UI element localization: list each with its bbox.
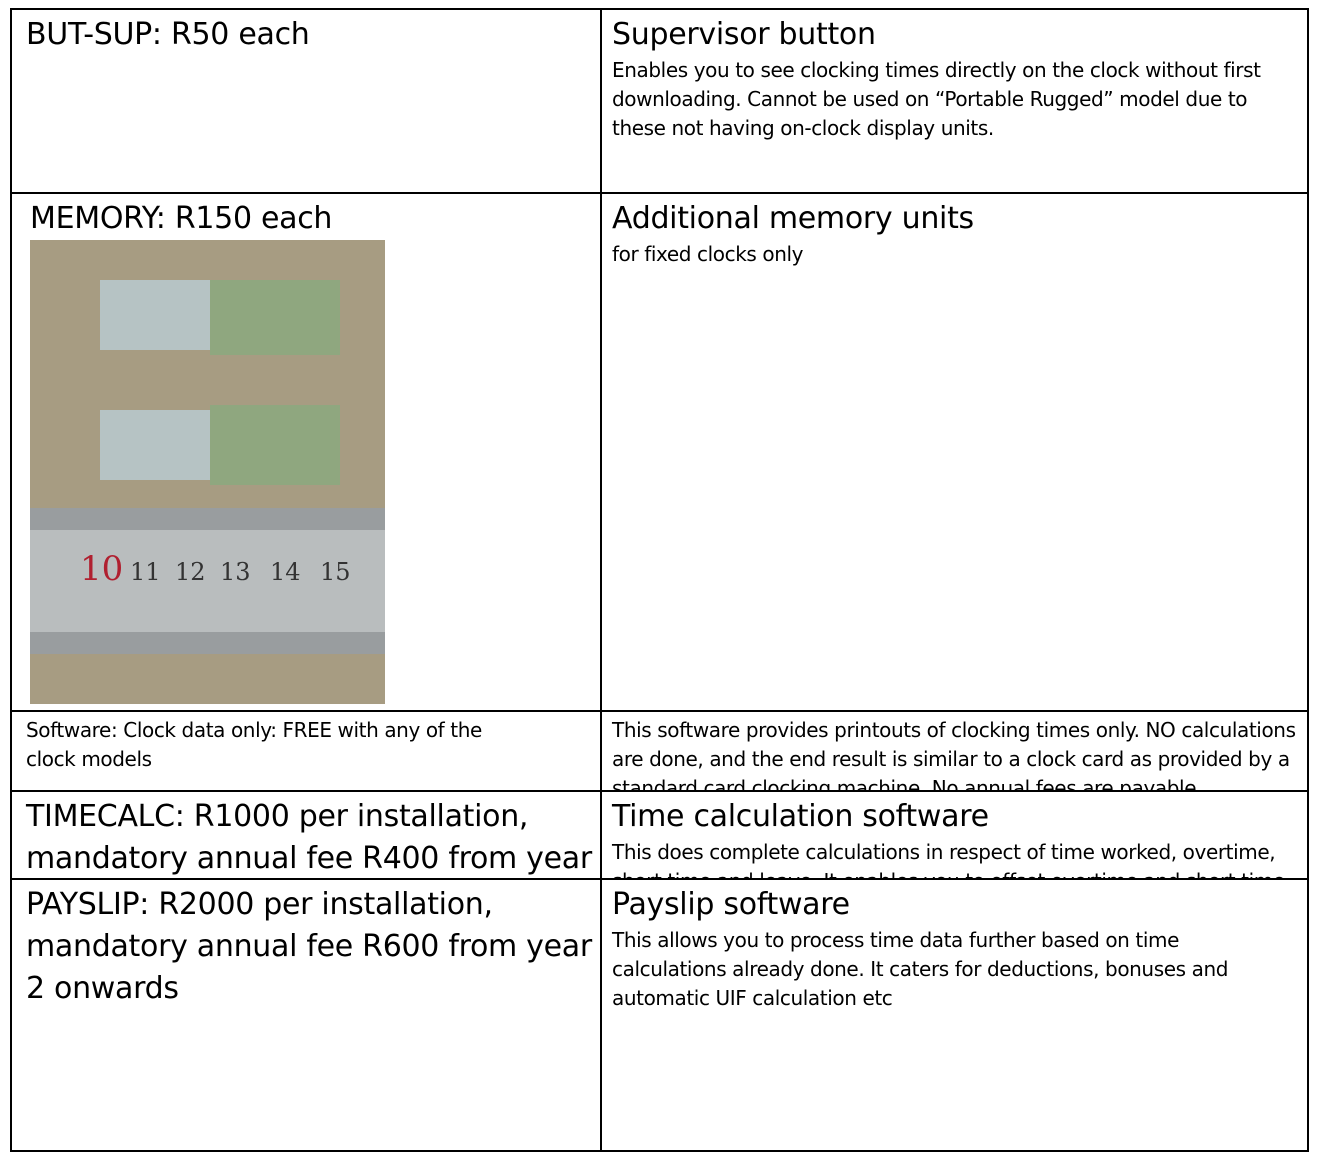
ruler-label: 13 [220, 558, 251, 586]
document-table: BUT-SUP: R50 each Supervisor button Enable… [10, 8, 1309, 1152]
item-title: Additional memory units [612, 201, 974, 236]
item-title: Payslip software [612, 887, 850, 922]
description-cell: Payslip software This allows you to proce… [602, 880, 1309, 1150]
description-cell: Additional memory units for fixed clocks … [602, 194, 1309, 710]
item-price: Software: Clock data only: FREE with any… [26, 718, 482, 771]
table-row: BUT-SUP: R50 each Supervisor button Enable… [12, 10, 1309, 194]
ruler-label: 11 [130, 558, 161, 586]
table-row: MEMORY: R150 each 10 11 12 13 14 15 Additional… [12, 194, 1309, 712]
item-description: This allows you to process time data fur… [612, 928, 1229, 1010]
table-row: Software: Clock data only: FREE with any… [12, 712, 1309, 792]
item-description: for fixed clocks only [612, 242, 804, 266]
ruler-label: 10 [80, 549, 123, 589]
ruler-label: 12 [175, 558, 206, 586]
item-cell: MEMORY: R150 each 10 11 12 13 14 15 [12, 194, 602, 710]
item-description: This does complete calculations in respe… [612, 840, 1291, 878]
item-cell: BUT-SUP: R50 each [12, 10, 602, 192]
item-cell: Software: Clock data only: FREE with any… [12, 712, 602, 790]
item-title: Supervisor button [612, 17, 876, 52]
item-price: BUT-SUP: R50 each [26, 17, 310, 52]
product-photo: 10 11 12 13 14 15 [30, 240, 385, 704]
description-cell: Time calculation software This does compl… [602, 792, 1309, 878]
item-price: PAYSLIP: R2000 per installation, mandato… [26, 887, 592, 1006]
ruler-label: 14 [270, 558, 301, 586]
item-title: Time calculation software [612, 799, 989, 834]
item-price: MEMORY: R150 each [30, 201, 333, 236]
description-cell: Supervisor button Enables you to see cloc… [602, 10, 1309, 192]
item-cell: PAYSLIP: R2000 per installation, mandato… [12, 880, 602, 1150]
item-cell: TIMECALC: R1000 per installation, mandat… [12, 792, 602, 878]
description-cell: This software provides printouts of cloc… [602, 712, 1309, 790]
item-description: This software provides printouts of cloc… [612, 718, 1296, 790]
table-row: PAYSLIP: R2000 per installation, mandato… [12, 880, 1309, 1152]
item-description: Enables you to see clocking times direct… [612, 58, 1261, 140]
ruler-label: 15 [320, 558, 351, 586]
item-price: TIMECALC: R1000 per installation, mandat… [26, 799, 592, 876]
table-row: TIMECALC: R1000 per installation, mandat… [12, 792, 1309, 880]
